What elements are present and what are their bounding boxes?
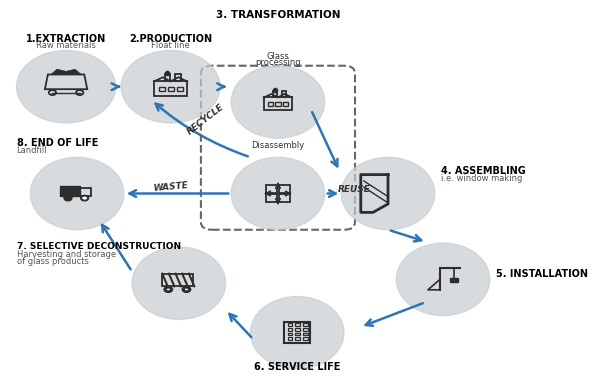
Text: 6. SERVICE LIFE: 6. SERVICE LIFE bbox=[254, 362, 340, 372]
Ellipse shape bbox=[132, 247, 226, 319]
Text: Glass: Glass bbox=[266, 52, 289, 61]
Bar bbox=[264, 98, 292, 110]
Circle shape bbox=[182, 286, 191, 292]
Ellipse shape bbox=[341, 157, 435, 230]
Text: REUSE: REUSE bbox=[337, 185, 370, 194]
Bar bbox=[279, 194, 290, 202]
Text: Landfill: Landfill bbox=[17, 146, 47, 155]
Polygon shape bbox=[51, 69, 81, 74]
Bar bbox=[295, 328, 300, 331]
Bar bbox=[295, 337, 300, 340]
Ellipse shape bbox=[250, 296, 344, 369]
Bar bbox=[164, 74, 170, 81]
Circle shape bbox=[164, 286, 173, 292]
Text: 3. TRANSFORMATION: 3. TRANSFORMATION bbox=[215, 10, 340, 20]
Text: RECYCLE: RECYCLE bbox=[185, 102, 226, 136]
Bar bbox=[302, 323, 308, 326]
Bar bbox=[295, 332, 300, 336]
Bar bbox=[287, 323, 292, 326]
Circle shape bbox=[64, 195, 72, 201]
Circle shape bbox=[82, 196, 88, 200]
Text: WASTE: WASTE bbox=[152, 181, 188, 193]
Circle shape bbox=[184, 288, 188, 291]
Text: 1.EXTRACTION: 1.EXTRACTION bbox=[26, 34, 106, 44]
Text: 7. SELECTIVE DECONSTRUCTION: 7. SELECTIVE DECONSTRUCTION bbox=[17, 243, 181, 252]
Ellipse shape bbox=[17, 50, 116, 123]
Bar bbox=[266, 185, 277, 193]
Bar bbox=[450, 278, 458, 283]
Bar bbox=[162, 274, 193, 286]
Bar bbox=[80, 188, 91, 195]
Bar bbox=[284, 322, 310, 343]
Bar bbox=[266, 194, 277, 202]
Text: Disassembly: Disassembly bbox=[251, 141, 305, 151]
Ellipse shape bbox=[30, 157, 124, 230]
Bar bbox=[302, 332, 308, 336]
Bar bbox=[61, 186, 80, 195]
Bar bbox=[175, 74, 181, 81]
Circle shape bbox=[166, 288, 170, 291]
Text: i.e. window making: i.e. window making bbox=[442, 174, 523, 183]
Bar bbox=[287, 328, 292, 331]
Bar bbox=[167, 87, 173, 91]
Text: 4. ASSEMBLING: 4. ASSEMBLING bbox=[442, 166, 526, 176]
Ellipse shape bbox=[121, 50, 220, 123]
Bar bbox=[287, 332, 292, 336]
Text: 5. INSTALLATION: 5. INSTALLATION bbox=[496, 269, 589, 279]
Text: processing: processing bbox=[255, 58, 301, 67]
Text: Float line: Float line bbox=[151, 41, 190, 50]
Ellipse shape bbox=[231, 66, 325, 138]
Bar bbox=[268, 102, 273, 106]
Bar bbox=[283, 102, 288, 106]
Bar bbox=[279, 185, 290, 193]
Text: Raw materials: Raw materials bbox=[36, 41, 96, 50]
Text: of glass products: of glass products bbox=[17, 257, 88, 266]
Bar bbox=[176, 87, 183, 91]
Bar bbox=[158, 87, 164, 91]
Ellipse shape bbox=[231, 157, 325, 230]
Bar bbox=[302, 328, 308, 331]
Circle shape bbox=[81, 195, 89, 201]
Text: 2.PRODUCTION: 2.PRODUCTION bbox=[129, 34, 212, 44]
Text: Harvesting and storage: Harvesting and storage bbox=[17, 250, 116, 259]
Text: 8. END OF LIFE: 8. END OF LIFE bbox=[17, 139, 98, 149]
Bar bbox=[282, 91, 286, 98]
Ellipse shape bbox=[396, 243, 490, 315]
Bar bbox=[302, 337, 308, 340]
Bar bbox=[154, 81, 187, 96]
Bar bbox=[287, 337, 292, 340]
Bar bbox=[295, 323, 300, 326]
Bar bbox=[275, 102, 281, 106]
Bar bbox=[273, 91, 277, 98]
